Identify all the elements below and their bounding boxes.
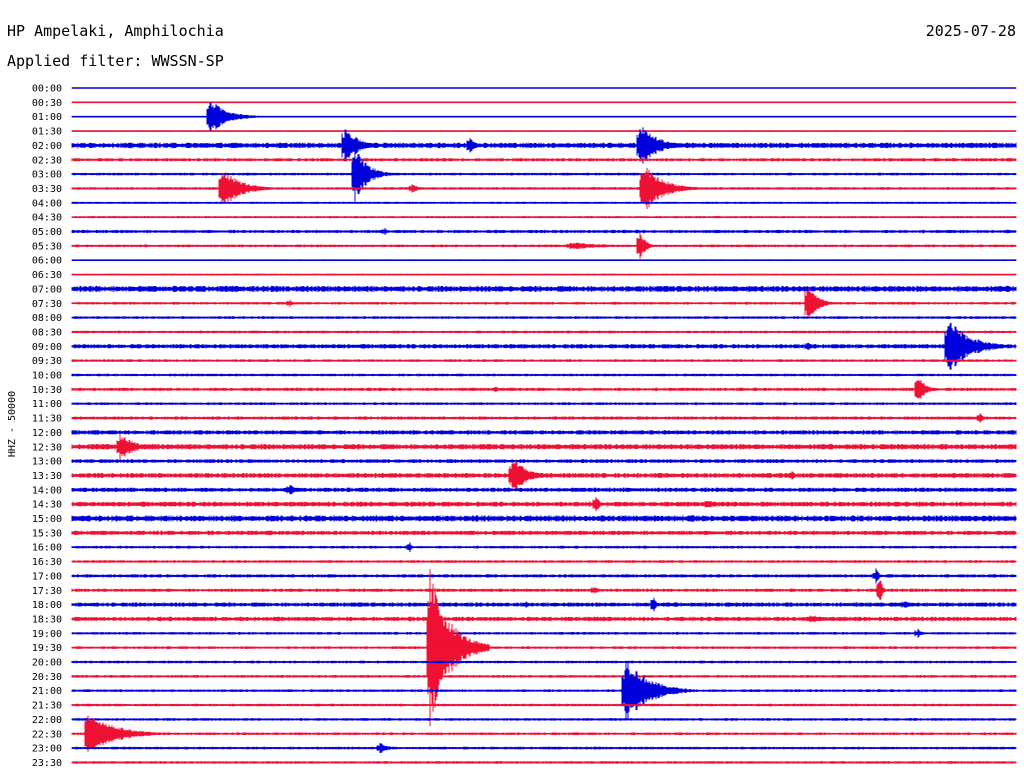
time-tick-label: 22:30 (32, 729, 62, 740)
time-tick-label: 09:30 (32, 356, 62, 367)
time-tick-label: 21:30 (32, 701, 62, 712)
time-tick-label: 15:00 (32, 514, 62, 525)
time-tick-label: 10:00 (32, 371, 62, 382)
time-tick-label: 17:00 (32, 571, 62, 582)
time-tick-label: 08:00 (32, 313, 62, 324)
time-tick-label: 08:30 (32, 327, 62, 338)
time-tick-label: 20:30 (32, 672, 62, 683)
time-tick-label: 05:30 (32, 241, 62, 252)
time-tick-label: 21:00 (32, 686, 62, 697)
time-tick-labels: 00:00 00:30 01:00 01:30 02:00 02:30 03:00 03:30… (32, 84, 62, 769)
time-tick-label: 09:00 (32, 342, 62, 353)
filter-label: Applied filter: WWSSN-SP (7, 52, 224, 70)
time-tick-label: 22:00 (32, 715, 62, 726)
time-tick-label: 15:30 (32, 528, 62, 539)
time-tick-label: 07:30 (32, 299, 62, 310)
time-tick-label: 14:00 (32, 485, 62, 496)
time-tick-label: 23:30 (32, 758, 62, 769)
time-tick-label: 06:30 (32, 270, 62, 281)
time-tick-label: 16:00 (32, 543, 62, 554)
time-tick-label: 17:30 (32, 586, 62, 597)
seismic-traces (71, 87, 1017, 764)
time-tick-label: 00:00 (32, 84, 62, 95)
time-tick-label: 16:30 (32, 557, 62, 568)
time-tick-label: 01:00 (32, 112, 62, 123)
time-tick-label: 04:30 (32, 213, 62, 224)
time-tick-label: 10:30 (32, 385, 62, 396)
time-tick-label: 03:00 (32, 170, 62, 181)
time-tick-label: 02:30 (32, 155, 62, 166)
time-tick-label: 01:30 (32, 127, 62, 138)
time-tick-label: 23:00 (32, 744, 62, 755)
time-tick-label: 19:00 (32, 629, 62, 640)
time-tick-label: 12:00 (32, 428, 62, 439)
time-tick-label: 11:30 (32, 414, 62, 425)
time-tick-label: 13:30 (32, 471, 62, 482)
time-tick-label: 14:30 (32, 500, 62, 511)
time-tick-label: 02:00 (32, 141, 62, 152)
time-tick-label: 18:30 (32, 614, 62, 625)
time-tick-label: 04:00 (32, 198, 62, 209)
time-tick-label: 11:00 (32, 399, 62, 410)
time-tick-label: 20:00 (32, 658, 62, 669)
time-tick-label: 00:30 (32, 98, 62, 109)
time-tick-label: 03:30 (32, 184, 62, 195)
time-tick-label: 18:00 (32, 600, 62, 611)
time-tick-label: 19:30 (32, 643, 62, 654)
time-tick-label: 13:00 (32, 457, 62, 468)
chart-date: 2025-07-28 (926, 22, 1016, 40)
y-axis-label: HHZ - 50000 (7, 391, 18, 457)
time-tick-label: 06:00 (32, 256, 62, 267)
time-tick-label: 12:30 (32, 442, 62, 453)
time-tick-label: 05:00 (32, 227, 62, 238)
time-tick-label: 07:00 (32, 284, 62, 295)
station-title: HP Ampelaki, Amphilochia (7, 22, 224, 40)
